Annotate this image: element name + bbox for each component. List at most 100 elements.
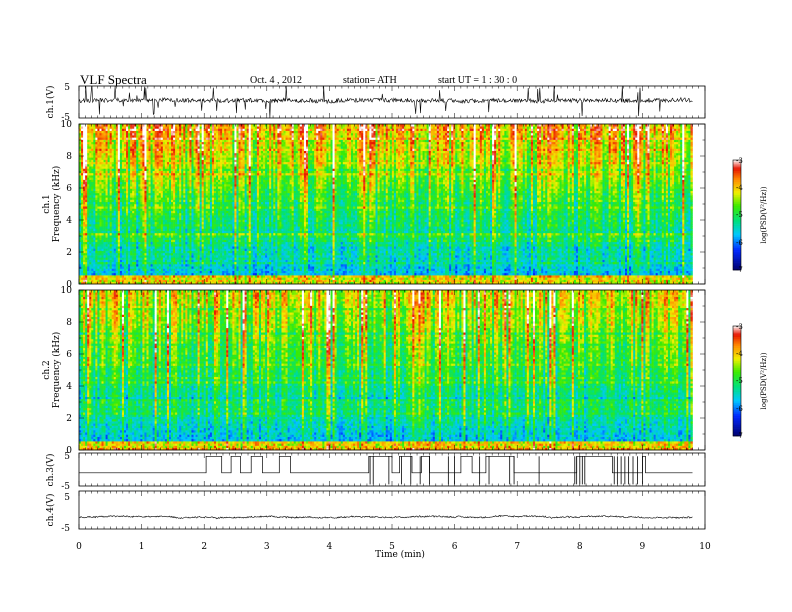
- spectrogram-cell: [119, 172, 123, 176]
- spectrogram-cell: [168, 150, 172, 154]
- spectrogram-cell: [128, 252, 131, 256]
- spectrogram-cell: [93, 164, 96, 167]
- spectrogram-cell: [148, 130, 151, 134]
- spectrogram-cell: [203, 239, 207, 243]
- spectrogram-cell: [187, 170, 190, 174]
- spectrogram-cell: [128, 217, 131, 220]
- spectrogram-cell: [117, 195, 121, 198]
- spectrogram-cell: [99, 219, 102, 223]
- spectrogram-cell: [91, 148, 94, 151]
- spectrogram-cell: [99, 204, 102, 207]
- spectrogram-cell: [134, 248, 137, 251]
- spectrogram-cell: [166, 172, 170, 176]
- spectrogram-cell: [79, 230, 82, 234]
- spectrogram-cell: [97, 152, 100, 156]
- spectrogram-cell: [175, 272, 178, 276]
- spectrogram-cell: [113, 186, 117, 189]
- spectrogram-cell: [126, 146, 129, 149]
- spectrogram-cell: [140, 181, 143, 185]
- spectrogram-cell: [211, 219, 215, 223]
- spectrogram-cell: [185, 132, 188, 136]
- spectrogram-cell: [121, 199, 125, 203]
- spectrogram-cell: [201, 206, 205, 209]
- spectrogram-cell: [207, 230, 211, 234]
- spectrogram-cell: [201, 210, 205, 214]
- spectrogram-cell: [203, 259, 207, 263]
- spectrogram-cell: [93, 221, 96, 225]
- spectrogram-cell: [132, 275, 135, 278]
- spectrogram-cell: [203, 170, 207, 174]
- spectrogram-cell: [183, 139, 186, 143]
- spectrogram-cell: [201, 170, 205, 174]
- spectrogram-cell: [171, 270, 174, 274]
- spectrogram-cell: [81, 279, 84, 283]
- spectrogram-cell: [195, 161, 198, 165]
- spectrogram-cell: [209, 261, 213, 265]
- spectrogram-cell: [162, 192, 166, 196]
- spectrogram-cell: [183, 144, 186, 147]
- spectrogram-cell: [87, 181, 90, 185]
- spectrogram-cell: [117, 139, 121, 143]
- spectrogram-cell: [146, 141, 149, 145]
- spectrogram-cell: [197, 230, 200, 234]
- spectrogram-cell: [211, 146, 215, 149]
- spectrogram-cell: [199, 188, 202, 191]
- spectrogram-cell: [130, 170, 133, 174]
- spectrogram-cell: [152, 128, 155, 131]
- spectrogram-cell: [91, 135, 94, 138]
- spectrogram-cell: [162, 270, 166, 274]
- spectrogram-cell: [121, 124, 125, 127]
- spectrogram-cell: [138, 281, 141, 285]
- spectrogram-cell: [132, 270, 135, 274]
- spectrogram-cell: [171, 177, 174, 180]
- spectrogram-cell: [146, 206, 149, 209]
- spectrogram-cell: [191, 212, 194, 216]
- spectrogram-cell: [187, 190, 190, 194]
- spectrogram-cell: [130, 241, 133, 245]
- spectrogram-cell: [150, 128, 153, 131]
- spectrogram-cell: [189, 126, 192, 129]
- spectrogram-cell: [209, 226, 213, 229]
- spectrogram-cell: [115, 192, 119, 196]
- spectrogram-cell: [154, 164, 157, 167]
- spectrogram-cell: [83, 132, 86, 136]
- spectrogram-cell: [207, 199, 211, 203]
- spectrogram-cell: [134, 181, 137, 185]
- spectrogram-cell: [146, 148, 149, 151]
- spectrogram-cell: [158, 186, 162, 189]
- spectrogram-cell: [93, 252, 96, 256]
- spectrogram-cell: [193, 144, 196, 147]
- spectrogram-cell: [152, 228, 155, 231]
- spectrogram-cell: [113, 272, 117, 276]
- spectrogram-cell: [89, 179, 92, 183]
- spectrogram-cell: [117, 166, 121, 169]
- spectrogram-cell: [154, 228, 157, 231]
- spectrogram-cell: [89, 148, 92, 151]
- spectrogram-cell: [126, 272, 129, 276]
- spectrogram-cell: [115, 146, 119, 149]
- spectrogram-cell: [99, 235, 102, 238]
- spectrogram-cell: [146, 255, 149, 258]
- spectrogram-cell: [150, 144, 153, 147]
- spectrogram-cell: [181, 161, 184, 165]
- spectrogram-cell: [181, 126, 184, 129]
- spectrogram-cell: [177, 124, 180, 127]
- spectrogram-cell: [95, 246, 98, 249]
- spectrogram-cell: [126, 279, 129, 283]
- spectrogram-cell: [83, 197, 86, 200]
- spectrogram-cell: [171, 141, 174, 145]
- spectrogram-cell: [189, 128, 192, 131]
- spectrogram-cell: [105, 195, 108, 198]
- spectrogram-cell: [209, 210, 213, 214]
- spectrogram-cell: [109, 195, 113, 198]
- spectrogram-cell: [121, 184, 125, 187]
- spectrogram-cell: [91, 275, 94, 278]
- spectrogram-cell: [103, 126, 106, 129]
- spectrogram-cell: [136, 275, 139, 278]
- spectrogram-cell: [175, 259, 178, 263]
- spectrogram-cell: [123, 219, 127, 223]
- spectrogram-cell: [105, 128, 108, 131]
- spectrogram-cell: [130, 188, 133, 191]
- spectrogram-cell: [209, 277, 213, 280]
- spectrogram-cell: [119, 168, 123, 171]
